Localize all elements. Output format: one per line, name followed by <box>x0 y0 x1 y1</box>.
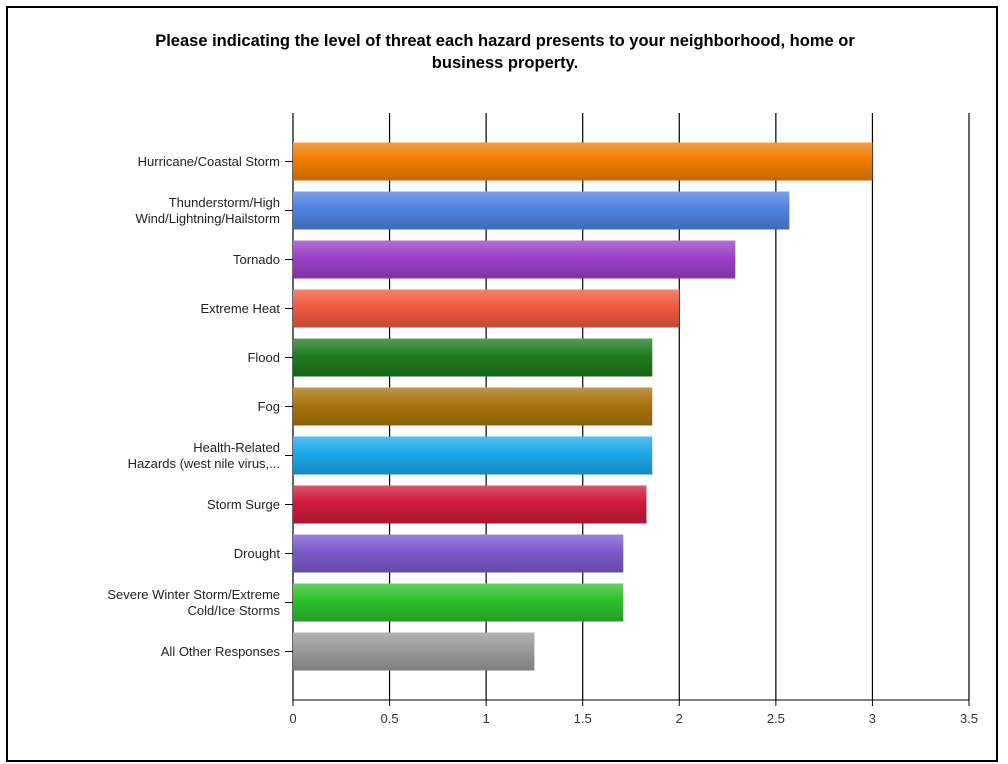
category-label-5-line-0: Fog <box>258 399 280 414</box>
bar-10 <box>293 632 535 671</box>
category-label-9-line-1: Cold/Ice Storms <box>188 603 281 618</box>
x-tick-label-0: 0 <box>289 711 296 726</box>
x-tick-label-7: 3.5 <box>960 711 978 726</box>
category-label-8-line-0: Drought <box>234 546 281 561</box>
category-label-7-line-0: Storm Surge <box>207 497 280 512</box>
chart-title-line-2: business property. <box>431 54 579 72</box>
bar-1 <box>293 191 790 230</box>
category-label-0-line-0: Hurricane/Coastal Storm <box>138 154 280 169</box>
chart-title-line-1: Please indicating the level of threat ea… <box>155 32 855 50</box>
bar-2 <box>293 240 736 279</box>
bar-0 <box>293 142 873 181</box>
chart-title: Please indicating the level of threat ea… <box>60 30 950 74</box>
category-label-1-line-1: Wind/Lightning/Hailstorm <box>135 211 280 226</box>
category-label-10-line-0: All Other Responses <box>161 644 281 659</box>
category-label-4-line-0: Flood <box>247 350 280 365</box>
category-label-6-line-1: Hazards (west nile virus,... <box>128 456 280 471</box>
bar-9 <box>293 583 624 622</box>
x-tick-label-3: 1.5 <box>574 711 592 726</box>
category-label-3-line-0: Extreme Heat <box>201 301 281 316</box>
x-tick-label-2: 1 <box>483 711 490 726</box>
category-label-6-line-0: Health-Related <box>193 440 280 455</box>
bar-7 <box>293 485 647 524</box>
bar-8 <box>293 534 624 573</box>
category-label-2-line-0: Tornado <box>233 252 280 267</box>
x-tick-label-1: 0.5 <box>381 711 399 726</box>
bar-4 <box>293 338 653 377</box>
x-tick-label-5: 2.5 <box>767 711 785 726</box>
x-tick-label-6: 3 <box>869 711 876 726</box>
category-label-1-line-0: Thunderstorm/High <box>169 195 280 210</box>
bar-6 <box>293 436 653 475</box>
x-tick-label-4: 2 <box>676 711 683 726</box>
bar-3 <box>293 289 680 328</box>
bar-5 <box>293 387 653 426</box>
category-label-9-line-0: Severe Winter Storm/Extreme <box>107 587 280 602</box>
